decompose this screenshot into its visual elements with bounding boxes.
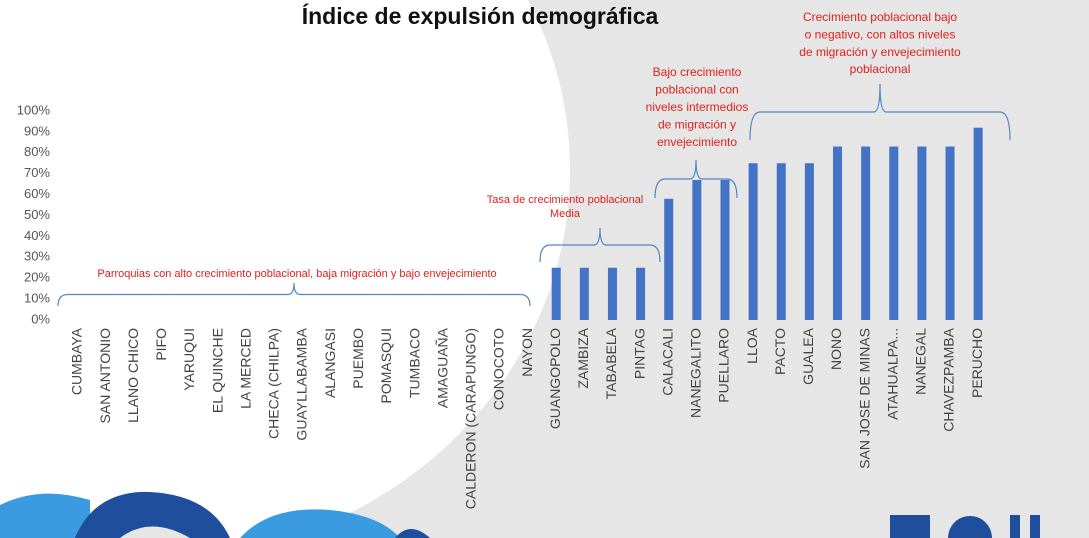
bar (664, 199, 673, 320)
x-tick-label: LA MERCED (237, 328, 253, 409)
bar (833, 147, 842, 320)
page: Índice de expulsión demográfica 0% 10% 20%… (0, 0, 1089, 538)
x-tick-label: NAYON (519, 328, 535, 377)
x-tick-label: CALACALI (659, 328, 675, 396)
bar (889, 147, 898, 320)
x-tick-label: ZAMBIZA (575, 327, 591, 388)
y-tick-label: 10% (24, 291, 50, 306)
x-tick-label: CALDERON (CARAPUNGO) (463, 328, 479, 509)
y-tick-label: 20% (24, 270, 50, 285)
x-tick-label: TUMBACO (406, 328, 422, 398)
bar (946, 147, 955, 320)
bar (749, 163, 758, 320)
annotation-text: o negativo, con altos niveles (805, 27, 956, 41)
x-tick-label: SAN ANTONIO (97, 328, 113, 424)
x-tick-label: LLANO CHICO (125, 328, 141, 423)
y-tick-label: 30% (24, 249, 50, 264)
annotation-text: de migración y envejecimiento (799, 45, 961, 59)
bar (580, 268, 589, 320)
y-tick-label: 90% (24, 123, 50, 138)
bar (692, 180, 701, 320)
x-tick-label: PERUCHO (969, 328, 985, 398)
y-tick-label: 50% (24, 207, 50, 222)
annotation-text: Bajo crecimiento (653, 65, 742, 79)
annotation-text: Tasa de crecimiento poblacional (487, 194, 644, 206)
chart: Índice de expulsión demográfica 0% 10% 20%… (0, 0, 1089, 538)
x-tick-label: CONOCOTO (491, 328, 507, 410)
x-tick-label: PIFO (153, 328, 169, 361)
x-tick-label: CHECA (CHILPA) (266, 328, 282, 439)
bar (777, 163, 786, 320)
x-tick-label: SAN JOSE DE MINAS (856, 328, 872, 469)
x-tick-label: TABABELA (603, 327, 619, 399)
annotation-text: poblacional con (655, 83, 738, 97)
annotation-text: envejecimiento (657, 135, 737, 149)
x-tick-label: GUAYLLABAMBA (294, 327, 310, 440)
x-tick-label: AMAGUAÑA (434, 327, 450, 408)
bar (917, 147, 926, 320)
x-tick-label: CUMBAYA (69, 327, 85, 395)
chart-title: Índice de expulsión demográfica (302, 2, 659, 29)
bar (552, 268, 561, 320)
bar (805, 163, 814, 320)
y-tick-label: 100% (17, 102, 51, 117)
y-tick-label: 40% (24, 228, 50, 243)
y-tick-label: 80% (24, 144, 50, 159)
x-tick-label: NONO (828, 328, 844, 370)
x-tick-label: NANEGAL (913, 328, 929, 395)
x-tick-label: NANEGALITO (688, 328, 704, 418)
bar (861, 147, 870, 320)
annotation-text: de migración y (658, 118, 736, 132)
x-tick-label: ATAHUALPA... (884, 328, 900, 420)
x-tick-label: PUEMBO (350, 328, 366, 389)
bar (974, 128, 983, 320)
y-tick-label: 60% (24, 186, 50, 201)
annotation-text: Crecimiento poblacional bajo (803, 10, 957, 24)
x-tick-label: ALANGASI (322, 328, 338, 398)
annotation-text: niveles intermedios (646, 100, 749, 114)
x-tick-label: EL QUINCHE (209, 328, 225, 413)
annotation-text: Parroquias con alto crecimiento poblacio… (97, 268, 496, 280)
x-tick-label: PINTAG (631, 328, 647, 379)
x-tick-label: YARUQUI (181, 328, 197, 391)
y-tick-label: 0% (31, 311, 50, 326)
x-tick-label: GUALEA (800, 327, 816, 384)
bar (720, 180, 729, 320)
x-tick-label: LLOA (744, 327, 760, 363)
annotation-text: poblacional (850, 62, 911, 76)
x-tick-label: POMASQUI (378, 328, 394, 403)
x-tick-label: GUANGOPOLO (547, 328, 563, 429)
x-tick-label: CHAVEZPAMBA (941, 327, 957, 431)
x-tick-label: PUELLARO (716, 328, 732, 403)
bar (608, 268, 617, 320)
annotation-text: Media (550, 208, 581, 220)
y-tick-label: 70% (24, 165, 50, 180)
x-tick-label: PACTO (772, 328, 788, 375)
bar (636, 268, 645, 320)
